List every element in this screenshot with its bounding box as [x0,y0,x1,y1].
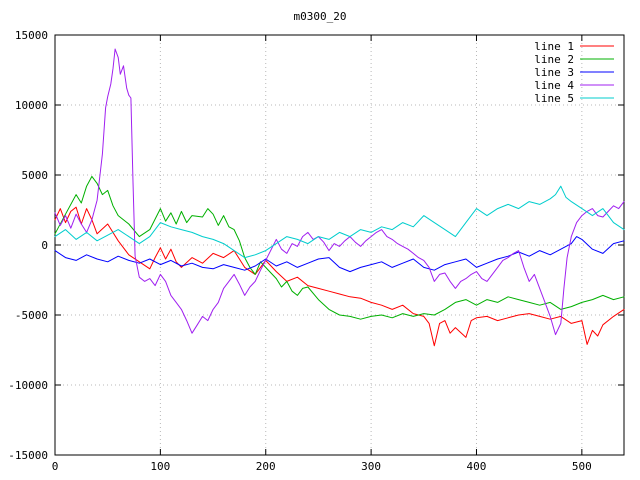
svg-text:0: 0 [52,460,59,473]
svg-text:5000: 5000 [22,169,49,182]
svg-text:line 4: line 4 [534,79,574,92]
legend-entry-line-1: line 1 [534,40,614,53]
series-line-1 [54,206,625,347]
series-line-4 [54,48,625,336]
svg-text:line 5: line 5 [534,92,574,105]
svg-text:500: 500 [572,460,592,473]
series-line-3 [54,236,625,273]
legend-entry-line-2: line 2 [534,53,614,66]
legend-entry-line-4: line 4 [534,79,614,92]
axis-tick-labels: 0 100 200 300 400 500 -15000 -10000 -5000 0 5000 10… [8,29,592,473]
svg-text:10000: 10000 [15,99,48,112]
svg-text:line 2: line 2 [534,53,574,66]
svg-text:100: 100 [150,460,170,473]
svg-text:200: 200 [256,460,276,473]
svg-text:0: 0 [41,239,48,252]
svg-text:line 1: line 1 [534,40,574,53]
chart-title: m0300_20 [293,10,347,23]
svg-text:400: 400 [467,460,487,473]
svg-text:line 3: line 3 [534,66,574,79]
plot-border [54,34,625,456]
legend-entry-line-5: line 5 [534,92,614,105]
series-line-2 [54,175,625,320]
series-line-5 [54,185,625,259]
legend-entry-line-3: line 3 [534,66,614,79]
svg-text:15000: 15000 [15,29,48,42]
svg-text:300: 300 [361,460,381,473]
svg-text:-15000: -15000 [8,449,48,462]
svg-text:-10000: -10000 [8,379,48,392]
svg-text:-5000: -5000 [15,309,48,322]
